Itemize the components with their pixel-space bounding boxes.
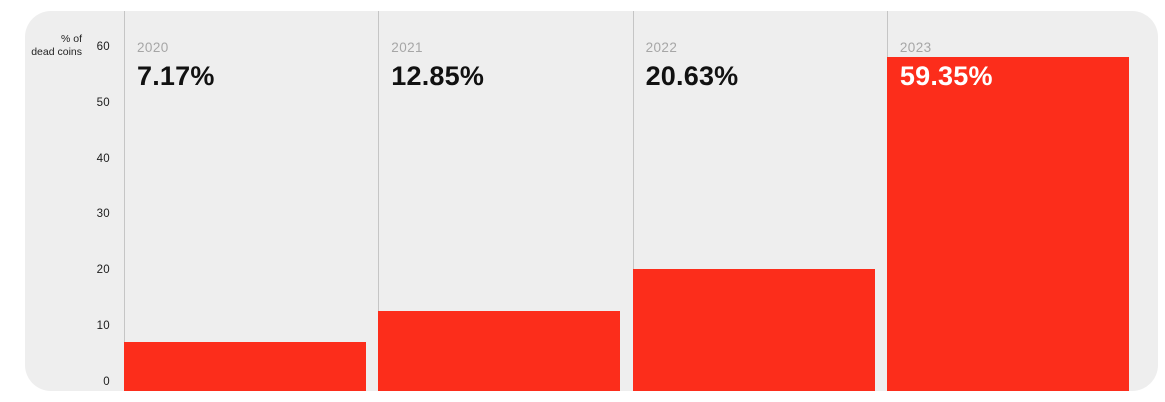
panel-divider [632, 11, 634, 391]
y-tick-label: 40 [96, 152, 110, 165]
y-tick-label: 50 [96, 96, 110, 109]
value-label-2020: 7.17% [137, 61, 215, 91]
bar-2020 [124, 342, 366, 391]
value-label-2023: 59.35% [899, 61, 993, 91]
y-tick-label: 20 [96, 264, 110, 277]
year-panel-2022: 2022 20.63% [632, 11, 887, 391]
y-axis-title: % of dead coins [25, 33, 82, 59]
panel-divider [124, 11, 125, 391]
bar-2023 [886, 57, 1129, 391]
bar-2022 [632, 268, 875, 391]
panel-divider [378, 11, 380, 391]
bar-2021 [378, 311, 621, 391]
y-axis-title-line1: % of [60, 33, 82, 45]
year-label-2020: 2020 [137, 40, 169, 55]
chart-card: % of dead coins 60 50 40 30 20 10 0 2020 7.17%… [25, 11, 1158, 391]
y-tick-label: 10 [96, 320, 110, 332]
value-label-2021: 12.85% [391, 61, 485, 91]
year-label-2021: 2021 [391, 40, 423, 55]
value-label-2022: 20.63% [645, 61, 739, 91]
year-panel-2021: 2021 12.85% [378, 11, 632, 391]
y-tick-label: 60 [96, 41, 110, 53]
y-tick-label: 30 [96, 208, 110, 221]
y-tick-label: 0 [103, 375, 110, 388]
year-panel-2020: 2020 7.17% [124, 11, 378, 391]
year-panel-2023: 2023 59.35% [886, 11, 1141, 391]
year-label-2022: 2022 [645, 40, 678, 55]
year-label-2023: 2023 [899, 40, 932, 55]
y-axis-title-line2: dead coins [31, 46, 82, 58]
